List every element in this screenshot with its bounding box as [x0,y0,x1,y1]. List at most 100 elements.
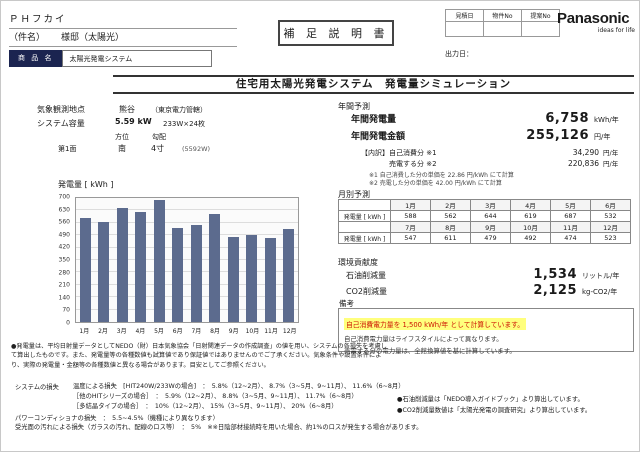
bar-slot-4月 [132,198,151,322]
bar-11月 [264,238,276,322]
environment-section-title: 環境貢献度 [338,258,378,267]
annual-footnote-2: ※2 売電した分の単価を 42.00 円/kWh にて計算 [369,180,502,187]
month-values-2-cell-0: 547 [390,232,431,244]
x-tick-5月: 5月 [154,328,164,335]
gridline-420 [76,246,298,248]
subject-row: （件名） 様邸（太陽光） [9,30,237,47]
gridline-490 [76,234,298,236]
bar-slot-9月 [224,198,243,322]
month-header-2-cell-3: 10月 [510,221,551,233]
x-tick-1月: 1月 [79,328,90,335]
proposal-no-value [521,21,560,37]
breakdown-self-row: 【内訳】自己消費分 ※1 34,290 円/年 [361,147,629,158]
document-title: 住宅用太陽光発電システム 発電量シミュレーション [113,75,634,94]
subject-value: 様邸（太陽光） [61,33,125,43]
surface-label: 第1面 [58,145,77,153]
oil-reduction-value: 1,534 [533,267,577,282]
bar-1月 [79,217,91,322]
gridline-70 [76,308,298,310]
month-header-2-cell-5: 12月 [590,221,631,233]
bar-2月 [98,222,110,322]
bar-slot-3月 [113,198,132,322]
station-note: （東京電力管轄） [151,106,207,114]
x-tick-9月: 9月 [228,328,239,335]
quote-info-table: 見積日 物件No 提案No [445,9,560,37]
bar-slot-5月 [150,198,169,322]
y-tick-210: 210 [58,281,70,289]
bar-slot-8月 [206,198,225,322]
bar-9月 [227,237,239,322]
company-name: ＰＨフカイ [9,11,237,29]
month-header-1-label-cell [338,199,391,211]
x-tick-10月: 10月 [245,328,260,335]
station-value: 熊谷 [119,105,135,114]
bar-10月 [246,234,258,322]
bar-7月 [190,225,202,322]
oil-reduction-label: 石油削減量 [346,271,386,280]
bar-5月 [153,200,165,322]
remarks-line-2: 自己消費電力量はライフスタイルによって異なります。 [344,335,503,343]
remarks-box: 自己消費電力量を 1,500 kWh/年 として計算しています。 自己消費電力量… [338,308,634,355]
system-loss-block: システムの損失 温度による損失 [HIT240W/233Wの場合] ： 5.8%… [15,382,405,411]
month-header-1-cell-5: 6月 [590,199,631,211]
bar-slot-11月 [261,198,280,322]
product-label: 商 品 名 [9,50,63,67]
gridline-140 [76,296,298,298]
bar-4月 [135,212,147,322]
oil-source-note: ●石油削減量は「NEDO導入ガイドブック」より算出しています。 [397,396,584,403]
annual-generation-label: 年間発電量 [351,115,397,125]
month-values-1-row: 発電量 [ kWh ] 588 562 644 619 687 532 [338,210,631,222]
surface-slope: 4寸 [151,144,165,153]
month-header-2-cell-4: 11月 [550,221,591,233]
bar-slot-10月 [243,198,262,322]
document-stamp: 補 足 説 明 書 [278,20,394,46]
bar-slot-6月 [169,198,188,322]
product-row: 商 品 名 太陽光発電システム [9,50,213,67]
annual-amount-unit: 円/年 [594,133,611,141]
chart-y-axis: 0 70 140 210 280 350 420 490 560 630 700 [45,193,73,327]
x-tick-8月: 8月 [210,328,220,335]
month-values-1-cell-1: 562 [430,210,471,222]
system-loss-lines: 温度による損失 [HIT240W/233Wの場合] ： 5.8%（12~2月）、… [73,382,405,411]
x-tick-4月: 4月 [135,328,146,335]
month-values-2-cell-4: 474 [550,232,591,244]
month-values-2-label-cell: 発電量 [ kWh ] [338,232,391,244]
co2-source-note: ●CO2削減量数値は「太陽光発電の調査研究」より算出しています。 [397,407,592,415]
loss-line-polycrystal: ［多結晶タイプの場合］ ： 10%（12~2月）、 15%（3~5月、9~11月… [73,402,338,410]
y-tick-490: 490 [58,231,70,239]
gridline-210 [76,283,298,285]
bar-8月 [209,213,221,322]
info-table-value-row [445,21,560,37]
month-values-2-cell-2: 479 [470,232,511,244]
x-tick-7月: 7月 [191,328,202,335]
monthly-section-title: 月別予測 [338,190,370,199]
breakdown-sell-label: 売電する分 ※2 [389,160,437,168]
month-values-1-cell-4: 687 [550,210,591,222]
y-tick-630: 630 [58,206,70,214]
gridline-560 [76,221,298,223]
annual-generation-row: 年間発電量 6,758 kWh/年 [351,111,629,126]
bar-6月 [172,227,184,322]
remarks-title: 備考 [339,299,354,308]
month-header-1-cell-2: 3月 [470,199,511,211]
panasonic-logo: Panasonic [557,10,630,27]
month-values-1-cell-0: 588 [390,210,431,222]
monthly-forecast-table: 1月 2月 3月 4月 5月 6月 発電量 [ kWh ] 588 562 644 619 687 53… [338,199,631,244]
y-tick-700: 700 [58,193,70,201]
gridline-630 [76,209,298,211]
x-tick-12月: 12月 [282,328,297,335]
annual-footnote-1: ※1 自己消費した分の単価を 22.86 円/kWh にて計算 [369,172,514,179]
oil-reduction-row: 石油削減量 1,534 リットル/年 [346,267,629,282]
bar-slot-12月 [280,198,299,322]
co2-reduction-label: CO2削減量 [346,287,387,296]
y-tick-560: 560 [58,218,70,226]
info-table-header-row: 見積日 物件No 提案No [445,9,560,22]
month-values-1-cell-3: 619 [510,210,551,222]
remarks-highlight-line: 自己消費電力量を 1,500 kWh/年 として計算しています。 [344,318,527,330]
month-header-2-cell-0: 7月 [390,221,431,233]
y-tick-420: 420 [58,243,70,251]
breakdown-self-value: 34,290 [572,148,599,157]
month-values-2-cell-5: 523 [590,232,631,244]
co2-reduction-unit: kg-CO2/年 [582,288,618,296]
